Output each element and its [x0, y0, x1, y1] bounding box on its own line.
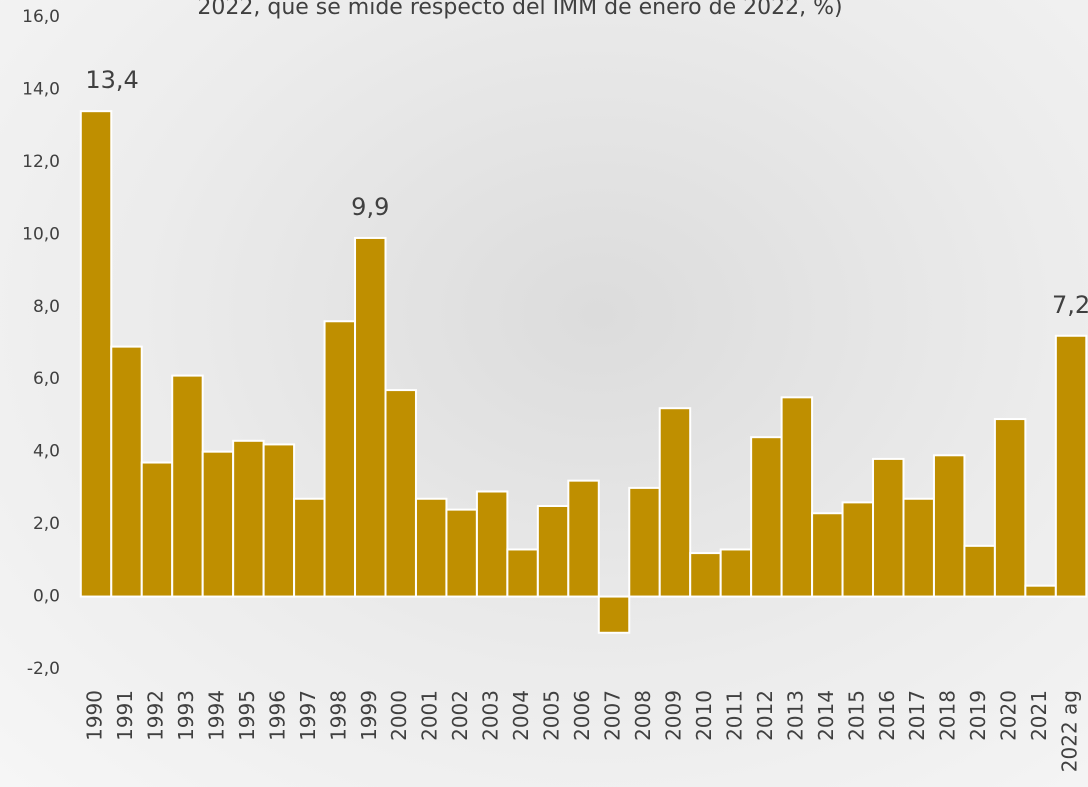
x-tick-label: 2011	[722, 690, 746, 741]
bar	[660, 408, 690, 596]
value-label: 9,9	[351, 193, 389, 221]
x-tick-label: 2021	[1027, 690, 1051, 741]
value-label: 13,4	[85, 66, 138, 94]
x-tick-label: 1994	[204, 690, 228, 741]
y-tick-label: -2,0	[27, 659, 60, 679]
bar	[538, 506, 568, 597]
y-tick-label: 6,0	[33, 369, 60, 389]
bar	[690, 553, 720, 596]
x-tick-label: 1995	[235, 690, 259, 741]
y-tick-label: 12,0	[22, 152, 60, 172]
chart-title: 2022, que se mide respecto del IMM de en…	[197, 0, 842, 20]
bar	[203, 452, 233, 597]
bar	[721, 549, 751, 596]
bar	[1025, 586, 1055, 597]
bar	[233, 441, 263, 597]
x-tick-label: 2014	[814, 690, 838, 741]
x-tick-label: 2008	[631, 690, 655, 741]
y-tick-label: 2,0	[33, 514, 60, 534]
x-tick-label: 1996	[265, 690, 289, 741]
x-tick-label: 1992	[143, 690, 167, 741]
y-tick-label: 14,0	[22, 79, 60, 99]
bar	[386, 390, 416, 596]
x-tick-label: 2002	[448, 690, 472, 741]
bar	[873, 459, 903, 597]
x-tick-label: 2018	[936, 690, 960, 741]
bar	[995, 419, 1025, 596]
x-tick-label: 2017	[905, 690, 929, 741]
x-tick-label: 2022 ag	[1058, 690, 1082, 772]
y-tick-label: 0,0	[33, 587, 60, 607]
x-tick-label: 1991	[113, 690, 137, 741]
bar	[507, 549, 537, 596]
bar	[446, 510, 476, 597]
bar	[142, 463, 172, 597]
bar	[751, 437, 781, 596]
x-tick-label: 2020	[997, 690, 1021, 741]
x-tick-label: 1993	[174, 690, 198, 741]
bar	[599, 597, 629, 633]
chart: 2022, que se mide respecto del IMM de en…	[0, 0, 1088, 787]
bar	[812, 513, 842, 596]
y-tick-label: 8,0	[33, 297, 60, 317]
x-tick-label: 2015	[844, 690, 868, 741]
bar	[325, 321, 355, 596]
x-tick-label: 2013	[783, 690, 807, 741]
x-tick-label: 2019	[966, 690, 990, 741]
x-tick-label: 2007	[601, 690, 625, 741]
x-tick-label: 2005	[540, 690, 564, 741]
x-tick-label: 2012	[753, 690, 777, 741]
bar	[903, 499, 933, 597]
bar	[477, 492, 507, 597]
x-tick-label: 1999	[357, 690, 381, 741]
bar	[111, 347, 141, 597]
value-label: 7,2	[1052, 291, 1088, 319]
bar	[964, 546, 994, 597]
x-tick-label: 2001	[418, 690, 442, 741]
x-tick-label: 2009	[661, 690, 685, 741]
bar	[843, 502, 873, 596]
bar	[294, 499, 324, 597]
x-tick-label: 2004	[509, 690, 533, 741]
x-tick-label: 2000	[387, 690, 411, 741]
x-tick-label: 2010	[692, 690, 716, 741]
y-tick-label: 16,0	[22, 7, 60, 27]
bar	[355, 238, 385, 597]
x-tick-label: 2003	[479, 690, 503, 741]
bar	[782, 397, 812, 596]
bar	[81, 111, 111, 596]
bar	[568, 481, 598, 597]
bar	[416, 499, 446, 597]
x-tick-label: 1998	[326, 690, 350, 741]
bar	[1056, 336, 1086, 597]
x-tick-label: 2016	[875, 690, 899, 741]
x-tick-label: 2006	[570, 690, 594, 741]
bar	[172, 376, 202, 597]
bar	[264, 444, 294, 596]
bar	[629, 488, 659, 597]
bar	[934, 455, 964, 596]
x-tick-label: 1997	[296, 690, 320, 741]
y-tick-label: 10,0	[22, 224, 60, 244]
y-tick-label: 4,0	[33, 442, 60, 462]
x-tick-label: 1990	[83, 690, 107, 741]
